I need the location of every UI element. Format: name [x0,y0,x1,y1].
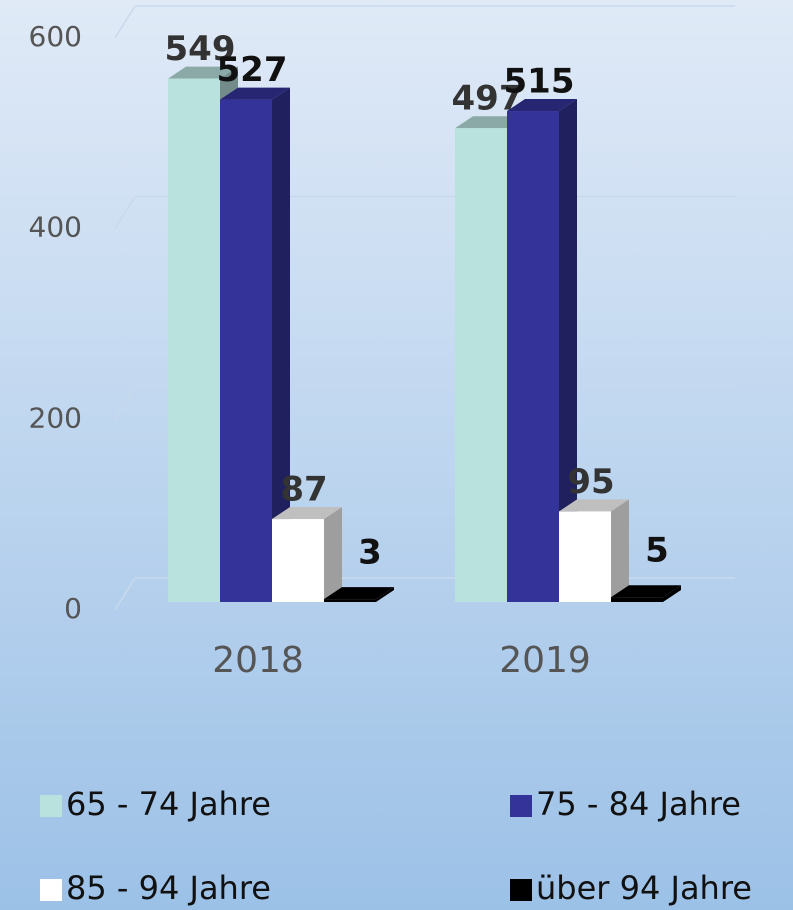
legend-label: 85 - 94 Jahre [66,869,271,907]
grid-depth [114,5,136,39]
bar-top [507,99,577,112]
bar-side [376,587,394,602]
bar-top [559,499,629,512]
bar [559,511,611,602]
bar [611,597,663,602]
bar-side [663,585,681,602]
legend-swatch [40,795,62,817]
bar-top [220,87,290,100]
y-tick-label: 0 [64,592,82,625]
grid-depth [114,196,136,230]
value-label: 527 [217,50,288,90]
bar [507,111,559,603]
bar-top [611,585,681,598]
grid-depth [114,577,136,611]
y-tick-label: 600 [29,20,82,53]
bar-side [272,87,290,603]
bar-side [324,507,342,602]
value-label: 549 [165,29,236,69]
grid-depth [114,386,136,420]
y-tick-label: 400 [29,211,82,244]
x-tick-label: 2018 [212,640,304,681]
legend-swatch [40,879,62,901]
legend-swatch [510,879,532,901]
bar [455,128,507,602]
value-label: 3 [358,533,382,573]
legend-swatch [510,795,532,817]
y-tick-label: 200 [29,401,82,434]
bar [272,519,324,602]
bar-side [559,99,577,603]
value-label: 5 [645,531,669,571]
bar-top [324,587,394,600]
legend-label: 65 - 74 Jahre [66,785,271,823]
legend-label: 75 - 84 Jahre [536,785,741,823]
legend-label: über 94 Jahre [536,869,752,907]
bar [168,78,220,603]
bar-top [272,507,342,520]
x-tick-label: 2019 [499,640,591,681]
bar [220,99,272,603]
bar-side [611,499,629,602]
value-label: 87 [280,470,327,510]
value-label: 95 [567,462,614,502]
bar-top [168,66,238,79]
value-label: 515 [504,62,575,102]
bar [324,599,376,602]
